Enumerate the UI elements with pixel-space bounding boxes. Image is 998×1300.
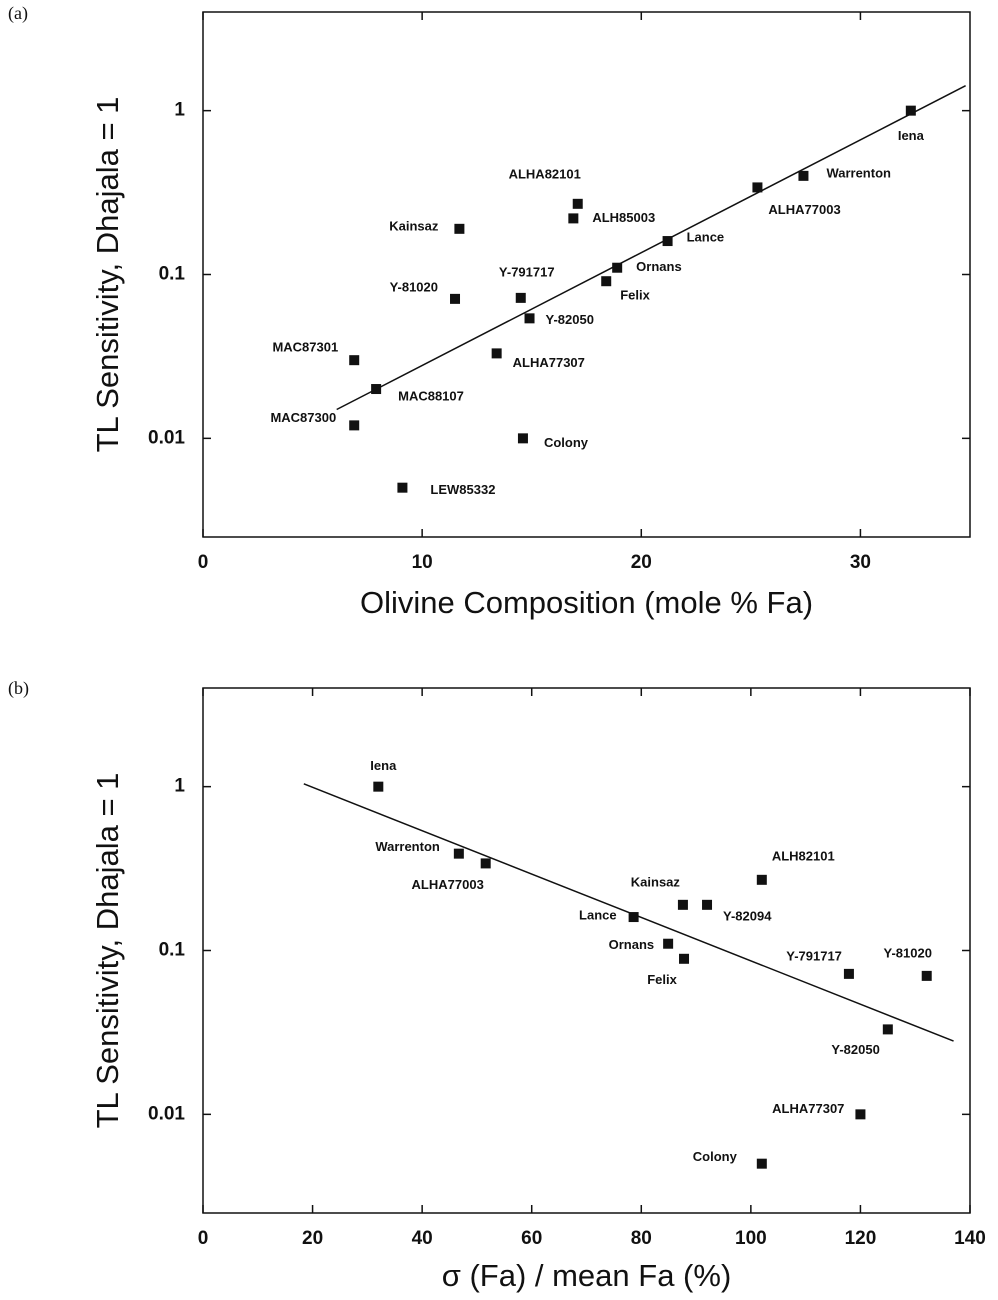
data-point	[453, 848, 464, 859]
point-label: Y-82094	[723, 908, 772, 923]
x-axis-label: σ (Fa) / mean Fa (%)	[442, 1258, 732, 1293]
data-point	[756, 1158, 767, 1169]
data-point	[515, 292, 526, 303]
x-tick-label: 20	[302, 1228, 323, 1249]
data-point	[480, 858, 491, 869]
panel-label: (a)	[8, 3, 28, 24]
point-label: Ornans	[609, 937, 655, 952]
point-label: Y-791717	[499, 264, 555, 279]
point-label: Warrenton	[375, 839, 440, 854]
data-point	[524, 313, 535, 324]
x-tick-label: 0	[198, 1228, 209, 1249]
data-point	[373, 781, 384, 792]
point-label: Iena	[370, 758, 397, 773]
data-point	[663, 938, 674, 949]
data-point	[572, 198, 583, 209]
point-label: Y-81020	[390, 279, 438, 294]
point-label: Ornans	[636, 259, 682, 274]
plot-frame	[202, 687, 971, 1214]
point-label: Felix	[620, 288, 650, 303]
data-point	[882, 1024, 893, 1035]
point-label: Colony	[544, 435, 589, 450]
x-tick-label: 40	[412, 1228, 433, 1249]
data-point	[798, 170, 809, 181]
y-tick-label: 0.01	[148, 1103, 185, 1124]
y-axis-label: TL Sensitivity, Dhajala = 1	[90, 773, 125, 1129]
data-point	[450, 293, 461, 304]
y-tick-label: 1	[174, 100, 185, 121]
data-point	[349, 355, 360, 366]
x-tick-label: 80	[631, 1228, 652, 1249]
data-point	[349, 420, 360, 431]
data-point	[517, 433, 528, 444]
point-label: Lance	[687, 229, 725, 244]
x-tick-label: 60	[521, 1228, 542, 1249]
point-label: MAC88107	[398, 388, 464, 403]
y-tick-label: 0.1	[159, 264, 186, 285]
point-label: Kainsaz	[389, 218, 439, 233]
point-label: Y-82050	[546, 312, 594, 327]
data-point	[677, 899, 688, 910]
point-label: ALHA82101	[509, 166, 581, 181]
point-label: ALHA77003	[768, 202, 840, 217]
x-axis-label: Olivine Composition (mole % Fa)	[360, 585, 813, 620]
plot-frame	[202, 11, 971, 538]
data-point	[612, 262, 623, 273]
x-tick-label: 140	[954, 1228, 986, 1249]
point-label: LEW85332	[430, 482, 495, 497]
data-point	[905, 105, 916, 116]
point-label: MAC87301	[272, 340, 338, 355]
data-point	[397, 482, 408, 493]
point-label: ALHA77307	[772, 1101, 844, 1116]
point-label: Felix	[647, 972, 677, 987]
point-label: ALHA77003	[412, 877, 484, 892]
point-label: Kainsaz	[631, 874, 681, 889]
data-point	[679, 953, 690, 964]
y-tick-label: 0.1	[159, 940, 186, 961]
point-label: ALHA77307	[513, 355, 585, 370]
x-tick-label: 10	[412, 552, 433, 573]
data-point	[601, 276, 612, 287]
y-tick-label: 1	[174, 776, 185, 797]
data-point	[662, 236, 673, 247]
point-label: Warrenton	[826, 165, 891, 180]
data-point	[843, 968, 854, 979]
point-label: Y-81020	[884, 945, 932, 960]
x-tick-label: 30	[850, 552, 871, 573]
point-label: Colony	[693, 1149, 738, 1164]
x-tick-label: 120	[845, 1228, 877, 1249]
x-tick-label: 0	[198, 552, 209, 573]
data-point	[702, 899, 713, 910]
data-point	[371, 384, 382, 395]
data-point	[855, 1109, 866, 1120]
point-label: MAC87300	[270, 410, 336, 425]
point-label: Y-82050	[831, 1042, 879, 1057]
y-axis-label: TL Sensitivity, Dhajala = 1	[90, 97, 125, 453]
data-point	[454, 223, 465, 234]
x-tick-label: 100	[735, 1228, 767, 1249]
panel-label: (b)	[8, 678, 29, 699]
data-point	[921, 970, 932, 981]
x-tick-label: 20	[631, 552, 652, 573]
point-label: Y-791717	[786, 948, 842, 963]
data-point	[752, 182, 763, 193]
point-label: Iena	[898, 128, 925, 143]
point-label: Lance	[579, 907, 617, 922]
data-point	[628, 912, 639, 923]
data-point	[491, 348, 502, 359]
data-point	[568, 213, 579, 224]
trend-line	[336, 85, 966, 411]
data-point	[756, 874, 767, 885]
y-tick-label: 0.01	[148, 427, 185, 448]
point-label: ALH82101	[772, 848, 835, 863]
point-label: ALH85003	[592, 210, 655, 225]
